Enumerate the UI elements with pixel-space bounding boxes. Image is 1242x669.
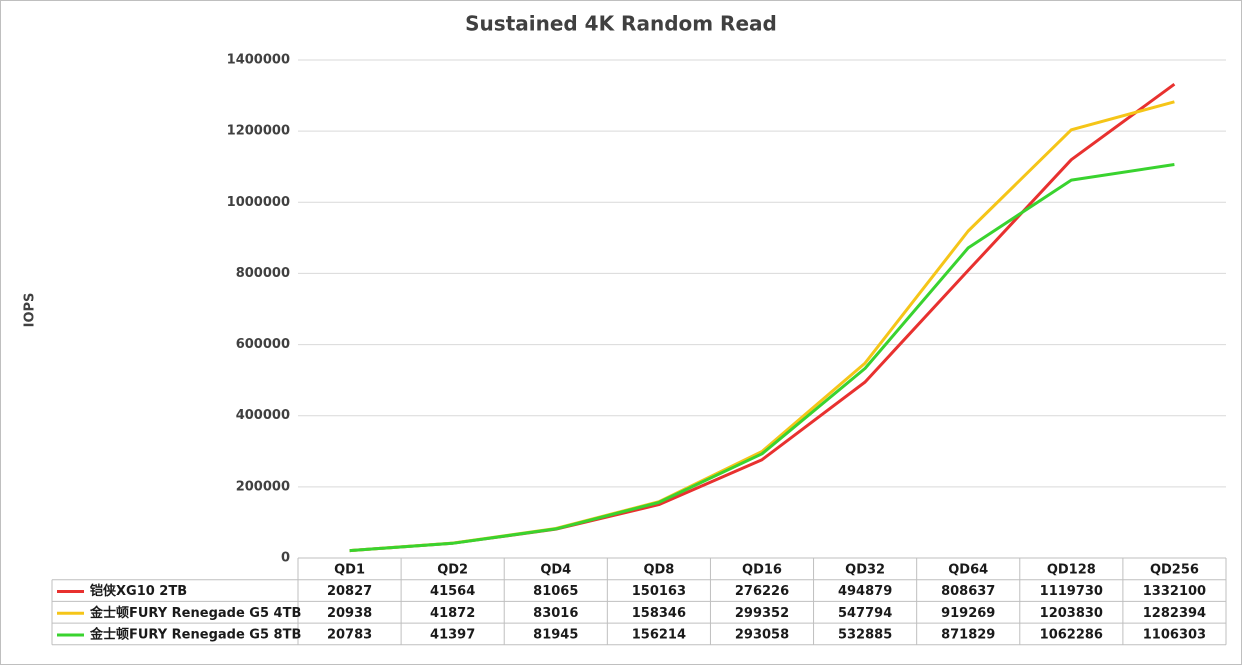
- y-tick-label: 600000: [236, 337, 290, 352]
- y-tick-label: 1400000: [227, 53, 290, 68]
- table-value: 81065: [533, 584, 578, 599]
- series-line: [349, 163, 1175, 553]
- y-tick-label: 800000: [236, 266, 290, 281]
- legend-label: 金士顿FURY Renegade G5 4TB: [89, 605, 301, 621]
- y-tick-label: 400000: [236, 408, 290, 423]
- x-tick-label: QD64: [948, 562, 988, 577]
- table-value: 299352: [735, 606, 789, 621]
- x-tick-label: QD8: [643, 562, 674, 577]
- table-value: 532885: [838, 627, 892, 642]
- table-value: 871829: [941, 627, 995, 642]
- chart-title: Sustained 4K Random Read: [465, 12, 777, 36]
- table-value: 1203830: [1040, 606, 1103, 621]
- table-value: 1282394: [1143, 606, 1206, 621]
- x-tick-label: QD256: [1150, 562, 1199, 577]
- table-value: 494879: [838, 584, 892, 599]
- table-value: 808637: [941, 584, 995, 599]
- x-tick-label: QD128: [1047, 562, 1096, 577]
- table-value: 41397: [430, 627, 475, 642]
- table-value: 547794: [838, 606, 892, 621]
- table-value: 1062286: [1040, 627, 1103, 642]
- table-value: 81945: [533, 627, 578, 642]
- x-tick-label: QD2: [437, 562, 468, 577]
- table-value: 1106303: [1143, 627, 1206, 642]
- table-value: 20827: [327, 584, 372, 599]
- y-tick-label: 200000: [236, 479, 290, 494]
- table-value: 41872: [430, 606, 475, 621]
- table-value: 293058: [735, 627, 789, 642]
- table-value: 919269: [941, 606, 995, 621]
- legend-label: 铠侠XG10 2TB: [90, 583, 187, 599]
- table-value: 150163: [632, 584, 686, 599]
- x-tick-label: QD4: [540, 562, 571, 577]
- table-value: 276226: [735, 584, 789, 599]
- legend-label: 金士顿FURY Renegade G5 8TB: [89, 626, 301, 642]
- table-value: 158346: [632, 606, 686, 621]
- table-value: 156214: [632, 627, 686, 642]
- table-value: 1119730: [1040, 584, 1103, 599]
- table-value: 1332100: [1143, 584, 1206, 599]
- x-tick-label: QD16: [742, 562, 782, 577]
- table-value: 20783: [327, 627, 372, 642]
- y-tick-label: 0: [281, 551, 290, 566]
- y-axis-title: IOPS: [23, 293, 38, 328]
- y-tick-label: 1200000: [227, 124, 290, 139]
- x-tick-label: QD1: [334, 562, 365, 577]
- table-value: 83016: [533, 606, 578, 621]
- y-tick-label: 1000000: [227, 195, 290, 210]
- table-value: 41564: [430, 584, 475, 599]
- x-tick-label: QD32: [845, 562, 885, 577]
- table-value: 20938: [327, 606, 372, 621]
